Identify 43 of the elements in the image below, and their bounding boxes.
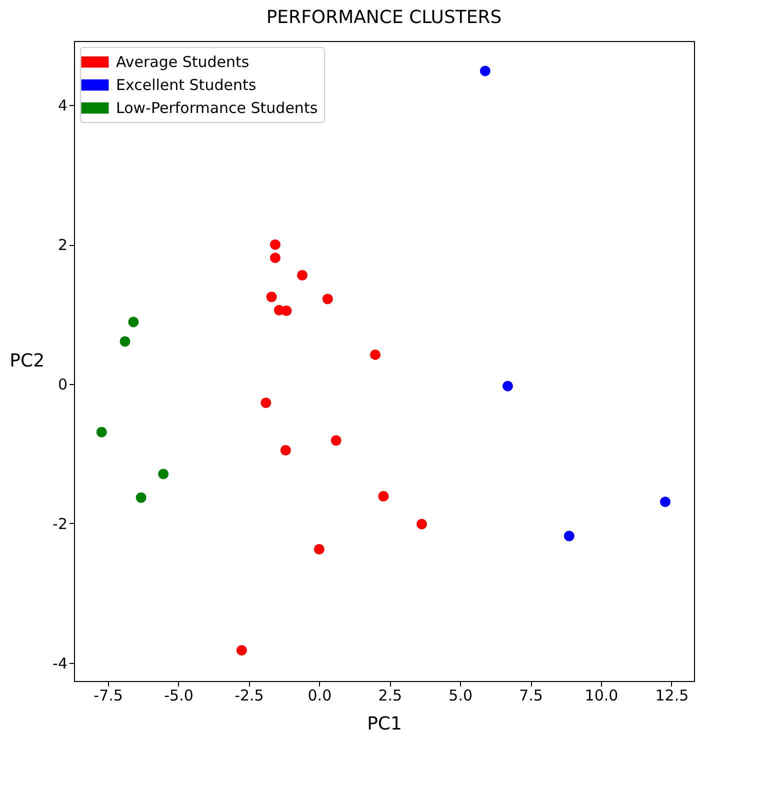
point: [314, 544, 324, 554]
chart-title: PERFORMANCE CLUSTERS: [266, 7, 502, 28]
x-tick-label: 5.0: [448, 686, 473, 704]
point: [260, 398, 272, 408]
x-tick-label: 10.0: [584, 686, 618, 704]
point: [270, 239, 280, 250]
point: [378, 491, 389, 502]
point: [297, 270, 308, 280]
y-tick-label: 0: [58, 376, 68, 394]
y-tick-label: -4: [52, 654, 68, 672]
point: [96, 426, 107, 438]
point: [280, 445, 291, 456]
legend-label: Low-Performance Students: [116, 99, 318, 117]
y-tick-label: -2: [52, 514, 68, 533]
y-tick-label: 4: [58, 96, 68, 115]
x-tick-label: 2.5: [378, 686, 402, 704]
point: [120, 336, 130, 347]
point: [158, 468, 169, 480]
x-tick-label: 0.0: [308, 686, 332, 704]
point: [270, 252, 280, 264]
legend-label: Excellent Students: [116, 76, 256, 94]
legend-label: Average Students: [116, 53, 250, 71]
x-tick-label: -5.0: [164, 686, 194, 704]
y-tick-label: 2: [58, 236, 68, 254]
point: [330, 435, 342, 446]
x-tick-label: -2.5: [234, 686, 264, 704]
point: [322, 294, 333, 304]
x-axis-title: PC1: [367, 714, 402, 734]
point: [416, 518, 428, 530]
point: [266, 292, 277, 302]
point: [480, 66, 490, 76]
point: [564, 530, 574, 542]
point: [502, 380, 513, 392]
point: [370, 349, 381, 360]
x-tick-label: 7.5: [519, 686, 543, 704]
point: [136, 492, 146, 503]
x-tick-label: 12.5: [655, 686, 689, 704]
point: [281, 306, 292, 316]
point: [660, 496, 670, 508]
point: [128, 316, 139, 328]
point: [236, 645, 247, 656]
x-tick-label: -7.5: [94, 686, 123, 704]
y-axis-title: PC2: [10, 350, 45, 372]
